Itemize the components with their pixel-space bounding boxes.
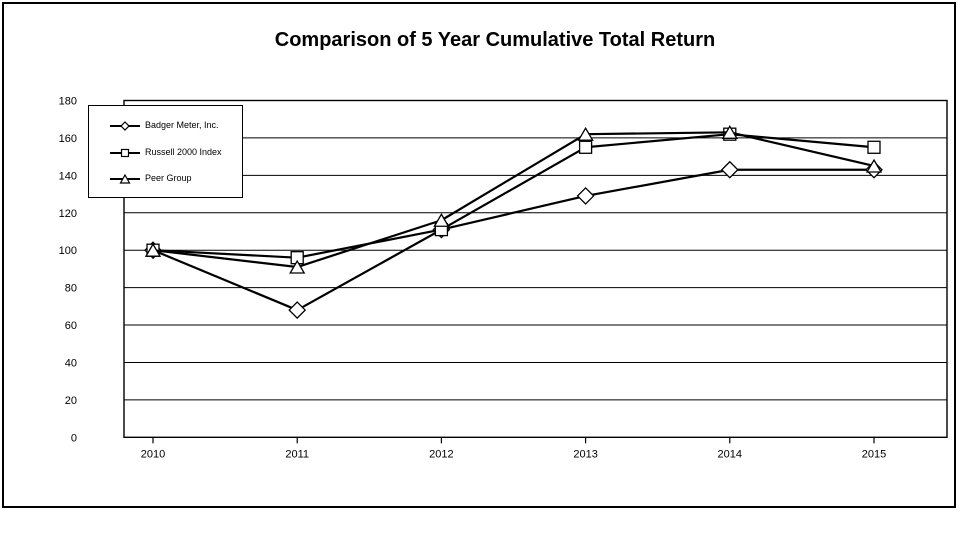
data-point-peer-group-2012 — [433, 212, 450, 227]
x-axis-label: 2010 — [141, 448, 165, 460]
series-line-peer-group — [151, 131, 876, 269]
y-axis-label: 100 — [59, 245, 77, 257]
legend-item-badger-meter: Badger Meter, Inc. — [110, 118, 242, 132]
legend-item-russell-2000: Russell 2000 Index — [110, 145, 242, 159]
data-point-peer-group-2014 — [721, 125, 738, 139]
y-axis-label: 60 — [65, 320, 77, 332]
y-axis-label: 20 — [65, 395, 77, 407]
y-axis-label: 80 — [65, 283, 77, 295]
data-point-badger-meter-inc-2014 — [720, 160, 739, 179]
data-point-peer-group-2010 — [144, 242, 162, 257]
y-axis-label: 120 — [59, 208, 77, 220]
legend-item-peer-group: Peer Group — [110, 171, 242, 185]
data-point-peer-group-2015 — [865, 158, 883, 173]
series-line-russell-2000-index — [151, 133, 876, 259]
diamond-marker-icon — [110, 119, 140, 132]
legend-label: Peer Group — [145, 172, 192, 183]
x-axis-label: 2014 — [718, 448, 742, 460]
y-axis-label: 180 — [59, 96, 77, 108]
data-point-russell-2000-index-2015 — [867, 140, 881, 154]
legend-label: Badger Meter, Inc. — [145, 120, 219, 131]
y-axis-label: 160 — [59, 133, 77, 145]
data-point-russell-2000-index-2013 — [578, 140, 593, 154]
data-point-peer-group-2013 — [577, 126, 594, 141]
y-axis-label: 140 — [59, 170, 77, 182]
plot-border — [123, 99, 948, 438]
x-axis-label: 2012 — [429, 448, 453, 460]
chart-title: Comparison of 5 Year Cumulative Total Re… — [274, 29, 716, 51]
x-axis-label: 2015 — [862, 448, 886, 460]
legend-label: Russell 2000 Index — [145, 146, 222, 157]
series-line-badger-meter-inc — [151, 168, 876, 312]
data-point-peer-group-2011 — [289, 259, 306, 274]
square-marker-icon — [110, 146, 140, 158]
x-axis-label: 2011 — [285, 448, 309, 460]
y-axis-label: 40 — [65, 357, 77, 369]
data-point-badger-meter-inc-2013 — [576, 187, 595, 205]
triangle-marker-icon — [110, 172, 140, 184]
x-axis-label: 2013 — [573, 448, 597, 460]
chart-legend: Badger Meter, Inc. Russell 2000 Index Pe… — [88, 105, 243, 198]
data-point-badger-meter-inc-2011 — [288, 301, 307, 319]
y-axis-label: 0 — [71, 432, 77, 444]
